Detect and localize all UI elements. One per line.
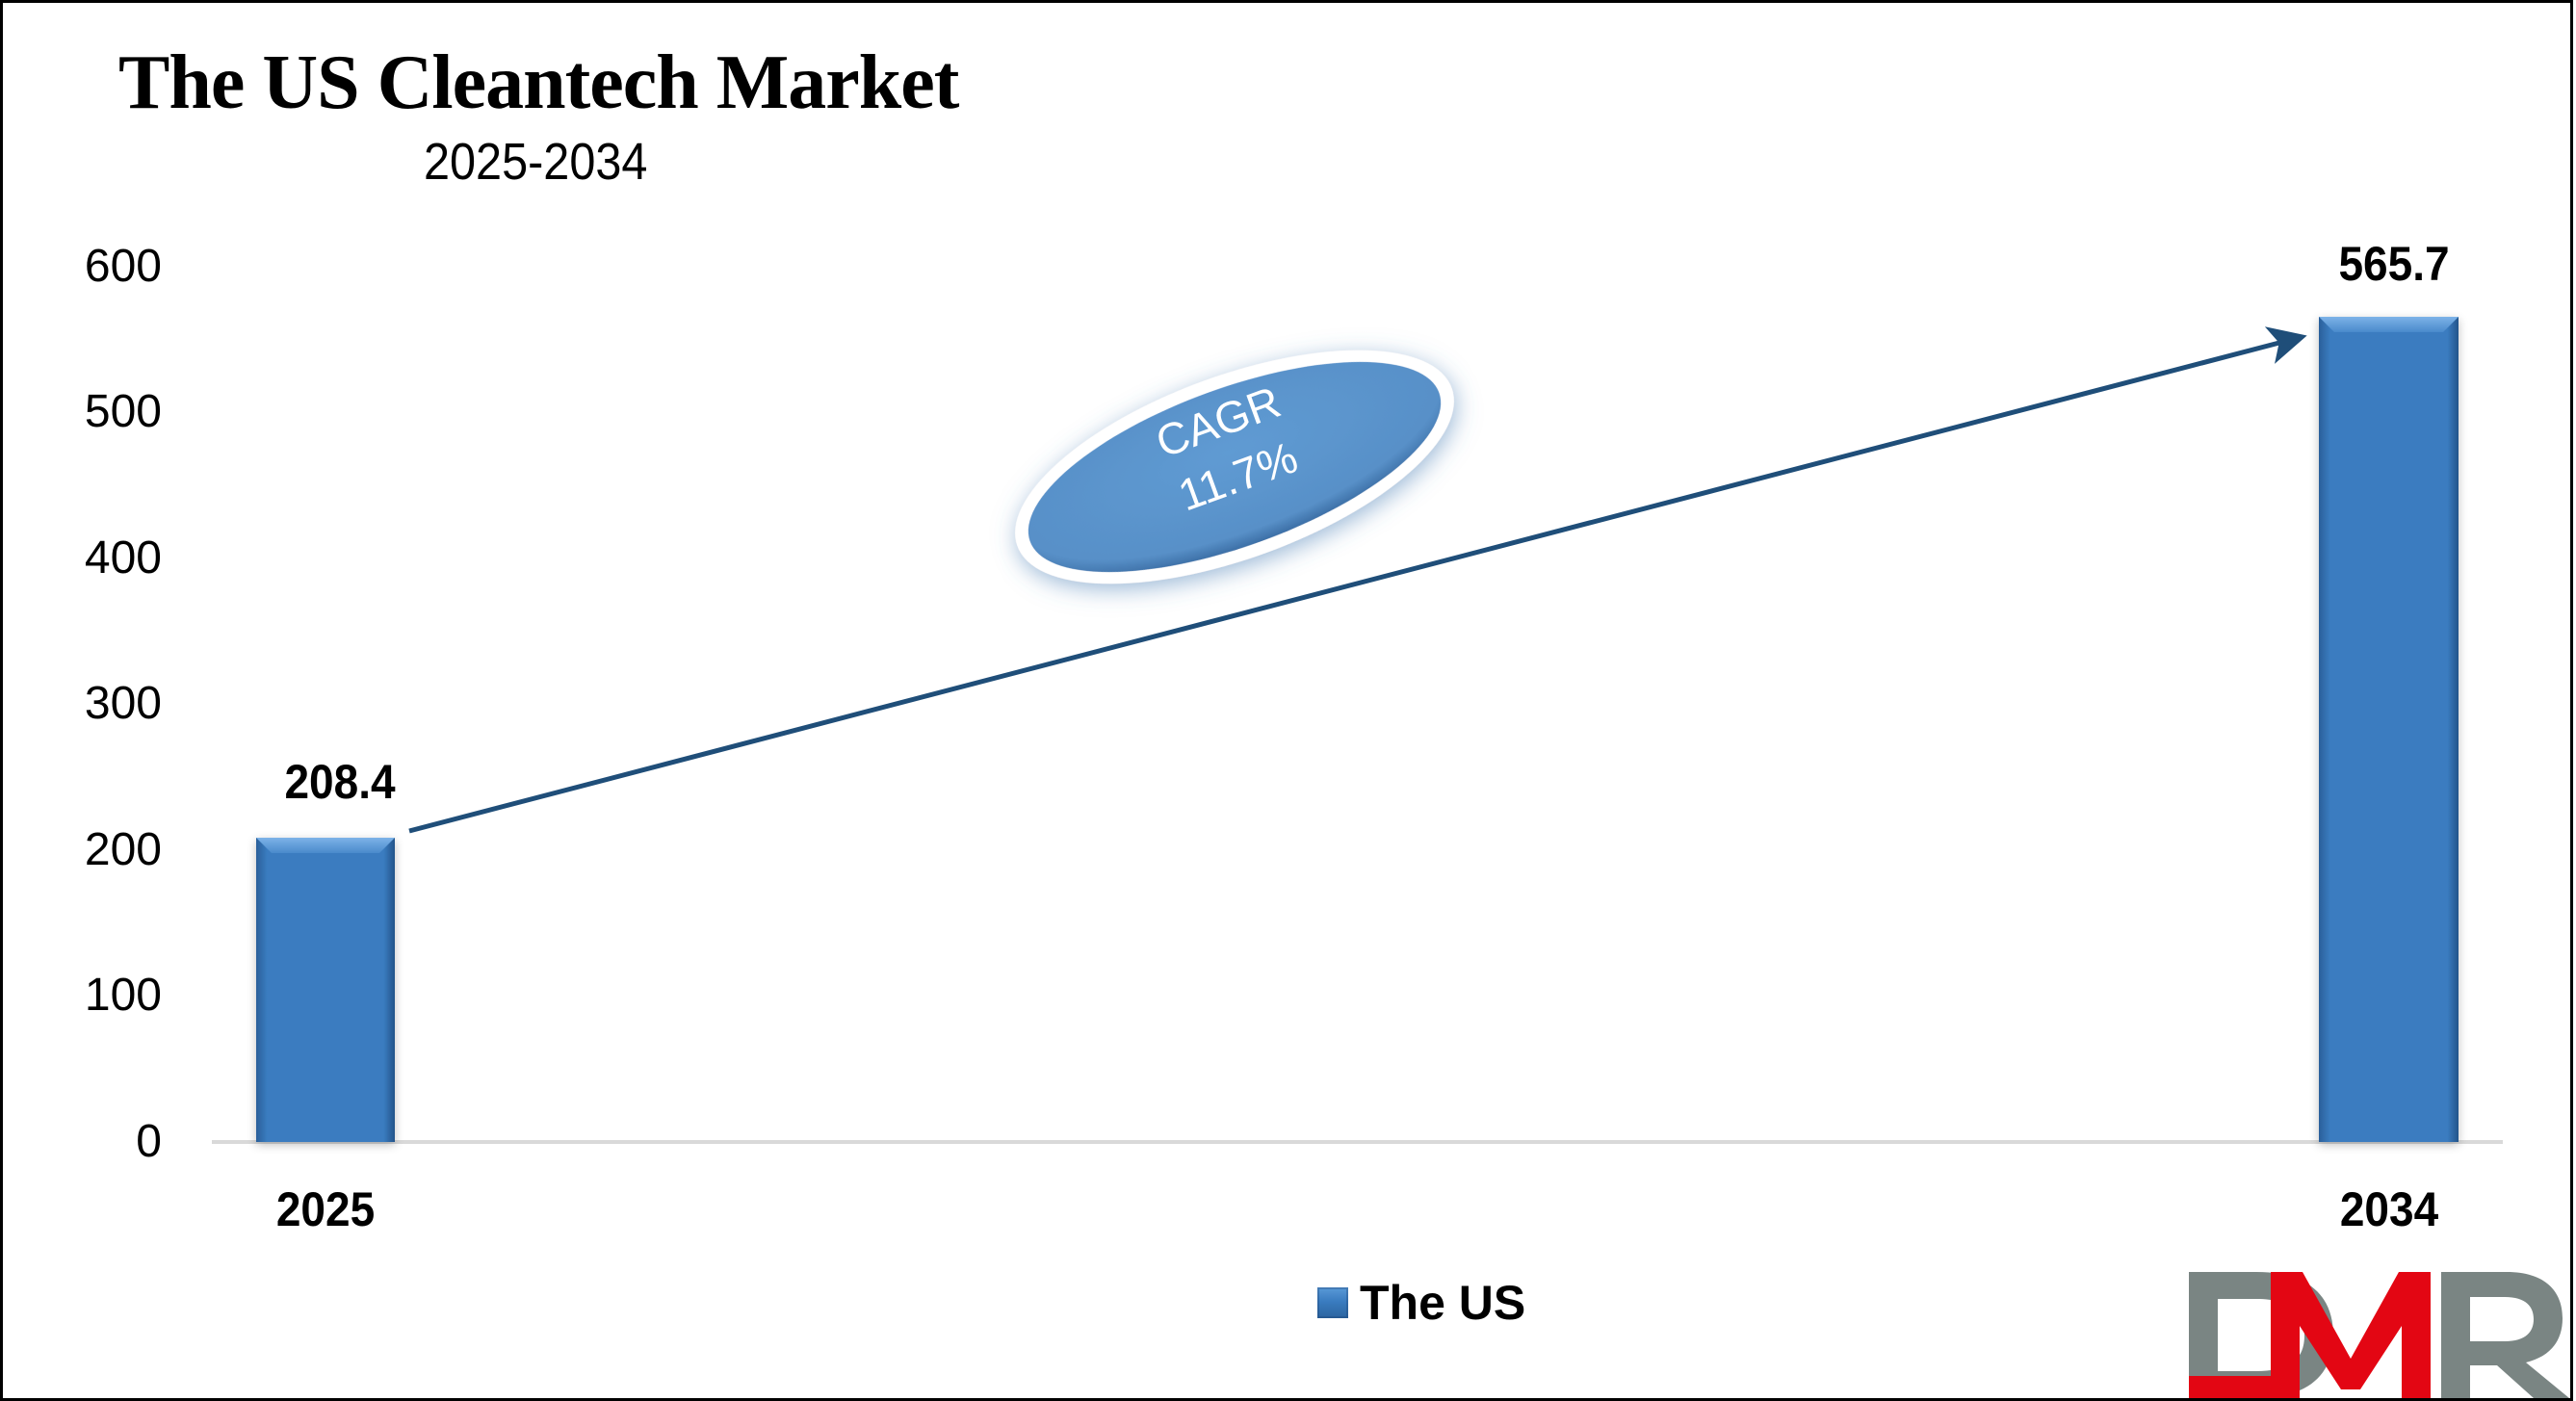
y-tick-300: 300 — [84, 678, 162, 729]
chart-title: The US Cleantech Market — [118, 40, 959, 125]
y-tick-600: 600 — [84, 241, 162, 292]
x-label-2034: 2034 — [2339, 1182, 2439, 1236]
cagr-ellipse — [1015, 350, 1454, 584]
data-label-2025: 208.4 — [284, 755, 396, 809]
logo-letter-r — [2441, 1272, 2569, 1398]
y-tick-200: 200 — [84, 824, 162, 875]
data-label-2034: 565.7 — [2338, 237, 2450, 291]
y-tick-100: 100 — [84, 970, 162, 1021]
y-tick-0: 0 — [136, 1116, 162, 1167]
chart-subtitle: 2025-2034 — [424, 133, 648, 191]
legend-label-the-us: The US — [1360, 1276, 1526, 1330]
y-tick-400: 400 — [84, 532, 162, 584]
growth-arrow — [408, 326, 2307, 834]
legend: The US — [1317, 1277, 1525, 1329]
legend-swatch-the-us — [1317, 1287, 1348, 1318]
bar-2025 — [256, 838, 395, 1142]
bar-2034 — [2319, 317, 2459, 1142]
x-label-2025: 2025 — [275, 1182, 376, 1236]
dmr-logo — [2189, 1272, 2569, 1398]
y-tick-500: 500 — [84, 386, 162, 437]
logo-letter-m — [2271, 1272, 2431, 1398]
